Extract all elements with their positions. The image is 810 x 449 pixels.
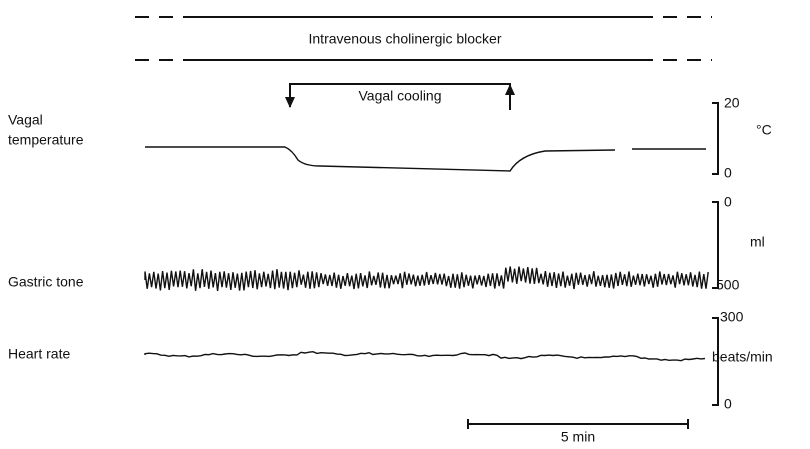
scale-unit: °C <box>756 122 772 138</box>
scale-top: 0 <box>724 194 732 210</box>
scale-top: 20 <box>724 95 740 111</box>
scale-bracket <box>712 201 719 289</box>
scale-top: 300 <box>720 309 744 325</box>
scale-unit: beats/min <box>712 349 773 365</box>
heart-trace <box>144 350 706 362</box>
trace-name: temperature <box>8 132 84 148</box>
blocker-label: Intravenous cholinergic blocker <box>309 31 502 47</box>
scale-bottom: 500 <box>716 277 740 293</box>
trace-name: Heart rate <box>8 346 70 362</box>
scale-bottom: 0 <box>724 165 732 181</box>
time-bar <box>467 419 689 429</box>
time-bar-label: 5 min <box>561 429 595 445</box>
cooling-label: Vagal cooling <box>358 88 441 104</box>
trace-name: Vagal <box>8 112 43 128</box>
scale-bracket <box>712 317 719 406</box>
scale-unit: ml <box>750 234 765 250</box>
scale-bottom: 0 <box>724 396 732 412</box>
blocker-bars <box>135 16 712 61</box>
gastric-trace <box>144 266 709 291</box>
temperature-trace <box>145 146 706 172</box>
scale-bracket <box>712 102 719 175</box>
trace-name: Gastric tone <box>8 274 84 290</box>
cooling-bracket <box>289 83 511 110</box>
